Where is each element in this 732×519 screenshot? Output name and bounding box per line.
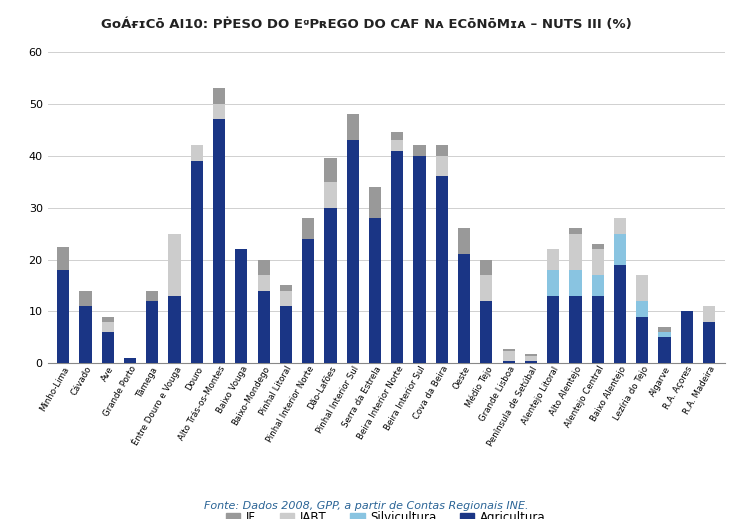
Bar (102, 332, 114, 363)
Bar (102, 322, 114, 332)
Bar (480, 260, 493, 275)
Bar (703, 306, 715, 322)
Bar (569, 228, 582, 234)
Bar (280, 285, 292, 291)
Text: GᴏÁғɪCō AI10: PṖESO DO EᵍPʀEGO DO CAF Nᴀ ECōNōMɪᴀ – NUTS III (%): GᴏÁғɪCō AI10: PṖESO DO EᵍPʀEGO DO CAF Nᴀ… (100, 18, 632, 31)
Legend: IF, IABT, Silvicultura, Agricultura: IF, IABT, Silvicultura, Agricultura (222, 506, 550, 519)
Bar (79, 291, 92, 306)
Bar (591, 275, 604, 296)
Bar (57, 270, 70, 363)
Bar (168, 234, 181, 296)
Bar (569, 296, 582, 363)
Bar (213, 88, 225, 104)
Bar (525, 361, 537, 363)
Bar (213, 119, 225, 363)
Bar (458, 228, 470, 254)
Bar (190, 161, 203, 363)
Bar (502, 361, 515, 363)
Bar (346, 140, 359, 363)
Bar (124, 358, 136, 363)
Bar (703, 322, 715, 363)
Bar (57, 247, 70, 270)
Bar (146, 291, 158, 301)
Bar (436, 176, 448, 363)
Bar (258, 275, 270, 291)
Bar (280, 306, 292, 363)
Bar (614, 234, 626, 265)
Bar (658, 327, 671, 332)
Bar (414, 145, 426, 156)
Text: Fonte: Dados 2008, GPP, a partir de Contas Regionais INE.: Fonte: Dados 2008, GPP, a partir de Cont… (203, 501, 529, 511)
Bar (190, 145, 203, 161)
Bar (569, 270, 582, 296)
Bar (369, 218, 381, 363)
Bar (636, 275, 649, 301)
Bar (302, 218, 314, 239)
Bar (480, 275, 493, 301)
Bar (235, 249, 247, 363)
Bar (547, 270, 559, 296)
Bar (569, 234, 582, 270)
Bar (502, 349, 515, 351)
Bar (280, 291, 292, 306)
Bar (547, 249, 559, 270)
Bar (458, 254, 470, 363)
Bar (502, 351, 515, 361)
Bar (213, 104, 225, 119)
Bar (636, 301, 649, 317)
Bar (658, 332, 671, 337)
Bar (591, 244, 604, 249)
Bar (614, 265, 626, 363)
Bar (614, 218, 626, 234)
Bar (391, 132, 403, 140)
Bar (414, 156, 426, 363)
Bar (525, 354, 537, 356)
Bar (436, 156, 448, 176)
Bar (258, 260, 270, 275)
Bar (324, 182, 337, 208)
Bar (681, 311, 693, 363)
Bar (324, 158, 337, 182)
Bar (346, 114, 359, 140)
Bar (436, 145, 448, 156)
Bar (391, 140, 403, 151)
Bar (146, 301, 158, 363)
Bar (658, 337, 671, 363)
Bar (591, 249, 604, 275)
Bar (547, 296, 559, 363)
Bar (391, 151, 403, 363)
Bar (480, 301, 493, 363)
Bar (258, 291, 270, 363)
Bar (369, 187, 381, 218)
Bar (636, 317, 649, 363)
Bar (302, 239, 314, 363)
Bar (324, 208, 337, 363)
Bar (102, 317, 114, 322)
Bar (168, 296, 181, 363)
Bar (591, 296, 604, 363)
Bar (525, 356, 537, 361)
Bar (79, 306, 92, 363)
